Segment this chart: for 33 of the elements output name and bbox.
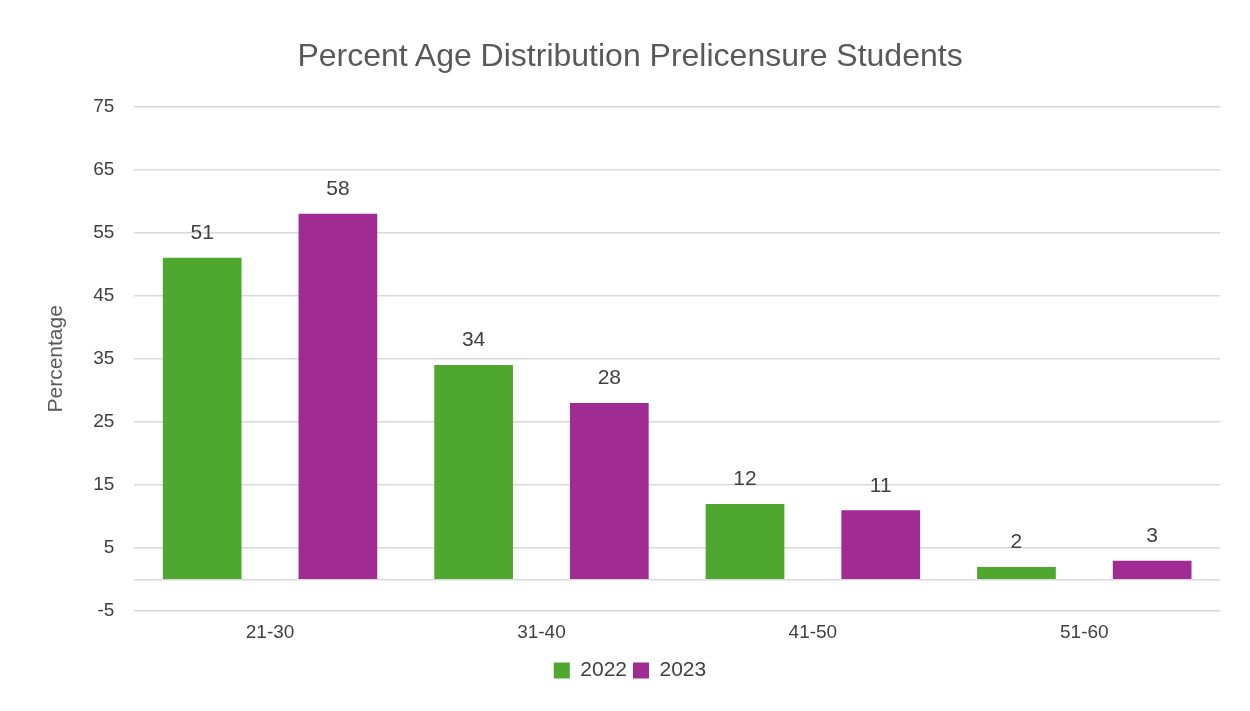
bar [298,213,378,580]
data-label: 11 [869,472,892,496]
y-axis-title: Percentage [43,305,67,413]
legend-label: 2022 [580,657,627,681]
y-tick-label: 45 [93,283,115,305]
y-tick-label: 35 [93,347,115,369]
bar [705,503,785,580]
x-tick-label: 51-60 [1059,620,1109,642]
data-label: 58 [326,175,350,199]
y-tick-label: 65 [93,157,115,179]
x-tick-label: 21-30 [245,620,295,642]
bar [977,567,1056,580]
bar [1112,560,1192,580]
y-tick-label: 5 [103,536,115,558]
x-tick-label: 31-40 [517,620,566,642]
bar [569,402,649,580]
chart-title: Percent Age Distribution Prelicensure Students [297,37,963,74]
y-tick-label: 55 [93,220,115,242]
data-label: 34 [461,327,486,351]
y-tick-label: 25 [93,410,115,432]
data-label: 28 [597,365,621,389]
y-tick-label: -5 [97,599,115,621]
y-tick-label: 15 [93,473,115,495]
data-label: 3 [1146,523,1158,547]
data-label: 2 [1010,529,1023,553]
y-tick-label: 75 [93,94,115,116]
bar [841,510,921,580]
bar [162,257,242,580]
bar [434,365,513,580]
data-label: 51 [190,220,214,244]
x-tick-label: 41-50 [788,620,838,642]
legend-label: 2023 [659,657,707,681]
data-label: 12 [733,466,757,490]
